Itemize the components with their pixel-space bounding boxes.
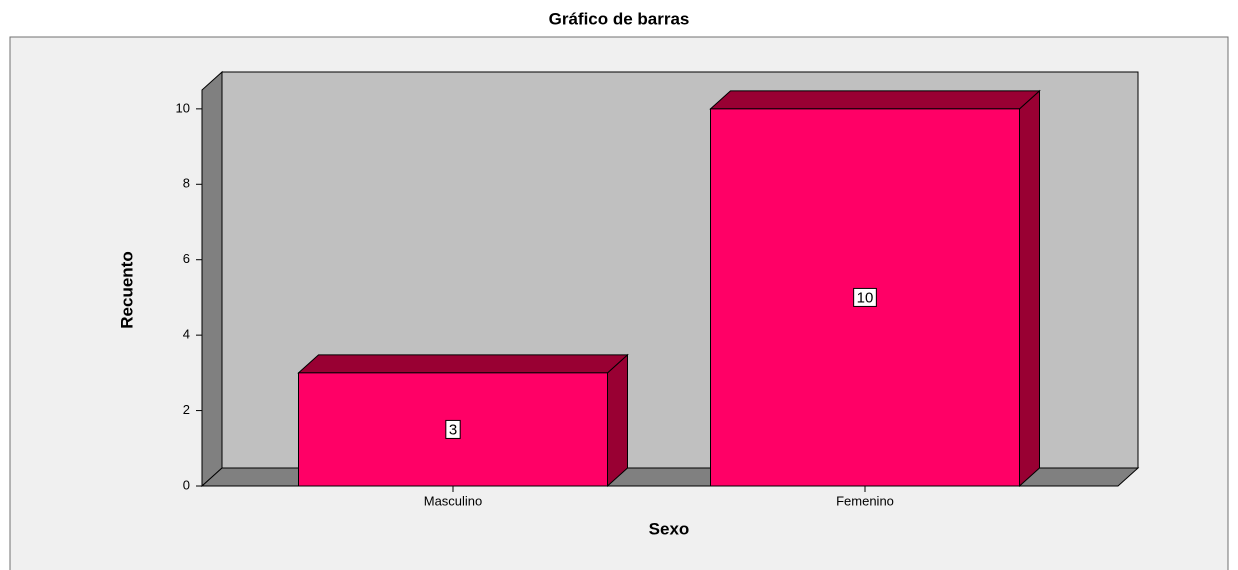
bar-side (607, 353, 628, 488)
value-label: 10 (857, 289, 874, 306)
y-axis-label: Recuento (117, 251, 136, 328)
y-tick-label: 2 (183, 402, 190, 417)
value-label-box (853, 287, 877, 307)
y-tick-label: 10 (176, 100, 190, 115)
x-axis-label: Sexo (649, 519, 690, 538)
y-tick-label: 8 (183, 176, 190, 191)
y-tick-label: 0 (183, 477, 190, 492)
x-tick-label: Masculino (424, 493, 483, 508)
bar-top (297, 354, 629, 374)
bar-top (709, 90, 1041, 110)
left-wall (201, 70, 223, 488)
bar-side (1019, 89, 1040, 488)
chart-title: Gráfico de barras (549, 9, 690, 28)
value-label-box (445, 419, 461, 439)
x-tick-label: Femenino (836, 493, 894, 508)
y-tick-label: 4 (183, 327, 190, 342)
value-label: 3 (449, 421, 457, 438)
y-tick-label: 6 (183, 251, 190, 266)
